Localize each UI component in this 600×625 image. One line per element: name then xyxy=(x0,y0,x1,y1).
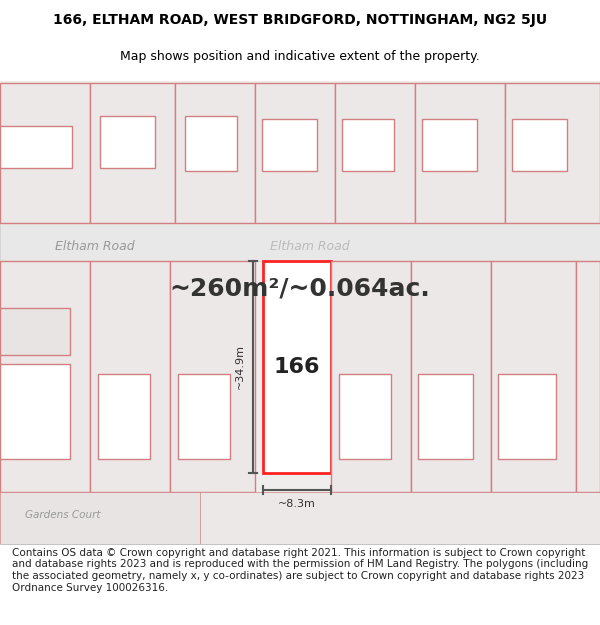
Bar xyxy=(175,83,255,223)
Bar xyxy=(422,119,477,171)
Bar xyxy=(0,308,70,355)
Bar xyxy=(576,261,600,492)
Bar xyxy=(0,83,90,223)
Text: Eltham Road: Eltham Road xyxy=(55,240,134,253)
Bar xyxy=(0,261,90,492)
Bar xyxy=(255,83,335,223)
Bar xyxy=(262,119,317,171)
Bar xyxy=(342,119,394,171)
Text: Contains OS data © Crown copyright and database right 2021. This information is : Contains OS data © Crown copyright and d… xyxy=(12,548,588,592)
Bar xyxy=(185,116,237,171)
Text: ~260m²/~0.064ac.: ~260m²/~0.064ac. xyxy=(170,277,430,301)
Bar xyxy=(335,83,415,223)
Bar xyxy=(90,83,175,223)
Bar xyxy=(418,374,473,459)
Bar xyxy=(415,83,505,223)
Bar xyxy=(505,83,600,223)
Bar xyxy=(0,223,600,261)
Bar xyxy=(200,492,600,544)
Bar xyxy=(90,261,170,492)
Bar xyxy=(263,261,331,473)
Bar xyxy=(411,261,491,492)
Bar xyxy=(491,261,576,492)
Text: Eltham Road: Eltham Road xyxy=(270,240,350,253)
Bar xyxy=(98,374,150,459)
Text: ~8.3m: ~8.3m xyxy=(278,499,316,509)
Bar xyxy=(0,364,70,459)
Bar xyxy=(100,116,155,168)
Text: Gardens Court: Gardens Court xyxy=(25,511,101,521)
Bar xyxy=(331,261,411,492)
Bar xyxy=(498,374,556,459)
Bar xyxy=(178,374,230,459)
Bar xyxy=(512,119,567,171)
Text: 166: 166 xyxy=(274,357,320,377)
Text: 166, ELTHAM ROAD, WEST BRIDGFORD, NOTTINGHAM, NG2 5JU: 166, ELTHAM ROAD, WEST BRIDGFORD, NOTTIN… xyxy=(53,13,547,28)
Bar xyxy=(0,492,240,544)
Bar xyxy=(170,261,255,492)
Text: Map shows position and indicative extent of the property.: Map shows position and indicative extent… xyxy=(120,51,480,63)
Text: ~34.9m: ~34.9m xyxy=(235,344,245,389)
Bar xyxy=(339,374,391,459)
Bar xyxy=(0,126,72,168)
